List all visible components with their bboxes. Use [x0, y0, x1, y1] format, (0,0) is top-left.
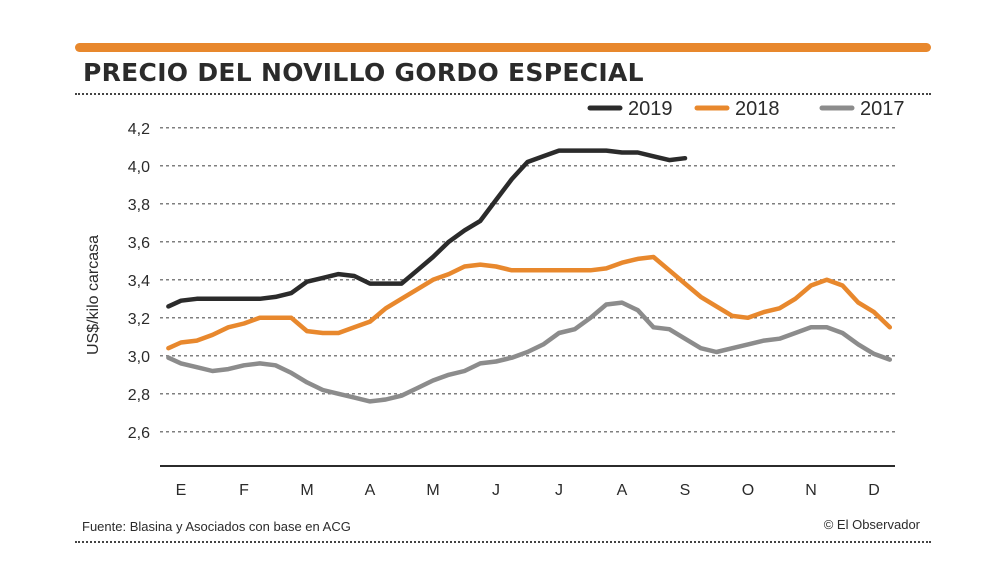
series-line-2018: [166, 254, 893, 351]
x-tick-label: M: [426, 482, 439, 499]
y-axis-ticks: 4,2 4,0 3,8 3,6 3,4 3,2 3,0 2,8 2,6: [128, 121, 150, 442]
x-tick-label: N: [805, 482, 817, 499]
y-tick-label: 3,6: [128, 235, 150, 252]
legend: 2019 2018 2017: [587, 98, 905, 120]
legend-label-2018: 2018: [735, 98, 780, 120]
chart-title: PRECIO DEL NOVILLO GORDO ESPECIAL: [83, 58, 644, 87]
legend-label-2017: 2017: [860, 98, 905, 120]
x-tick-label: A: [365, 482, 376, 499]
series-line-2019: [166, 148, 688, 309]
gridlines: [160, 127, 895, 433]
y-tick-label: 3,0: [128, 349, 150, 366]
y-tick-label: 3,2: [128, 311, 150, 328]
footer-divider: [75, 541, 931, 543]
series-lines: [166, 148, 893, 404]
source-note: Fuente: Blasina y Asociados con base en …: [82, 519, 351, 534]
x-tick-label: S: [680, 482, 691, 499]
legend-label-2019: 2019: [628, 98, 673, 120]
y-axis-label: US$/kilo carcasa: [85, 235, 102, 355]
y-tick-label: 4,2: [128, 121, 150, 138]
x-tick-label: A: [617, 482, 628, 499]
series-line-2017: [166, 300, 893, 404]
x-tick-label: M: [300, 482, 313, 499]
x-tick-label: D: [868, 482, 880, 499]
x-tick-label: J: [555, 482, 563, 499]
credit-note: © El Observador: [823, 517, 920, 532]
x-tick-label: E: [176, 482, 187, 499]
x-tick-label: J: [492, 482, 500, 499]
title-divider: [75, 93, 931, 95]
y-tick-label: 3,4: [128, 273, 150, 290]
y-tick-label: 3,8: [128, 197, 150, 214]
x-tick-label: O: [742, 482, 754, 499]
y-tick-label: 4,0: [128, 159, 150, 176]
y-tick-label: 2,8: [128, 387, 150, 404]
top-accent-bar: [75, 43, 931, 52]
y-tick-label: 2,6: [128, 425, 150, 442]
x-tick-label: F: [239, 482, 249, 499]
